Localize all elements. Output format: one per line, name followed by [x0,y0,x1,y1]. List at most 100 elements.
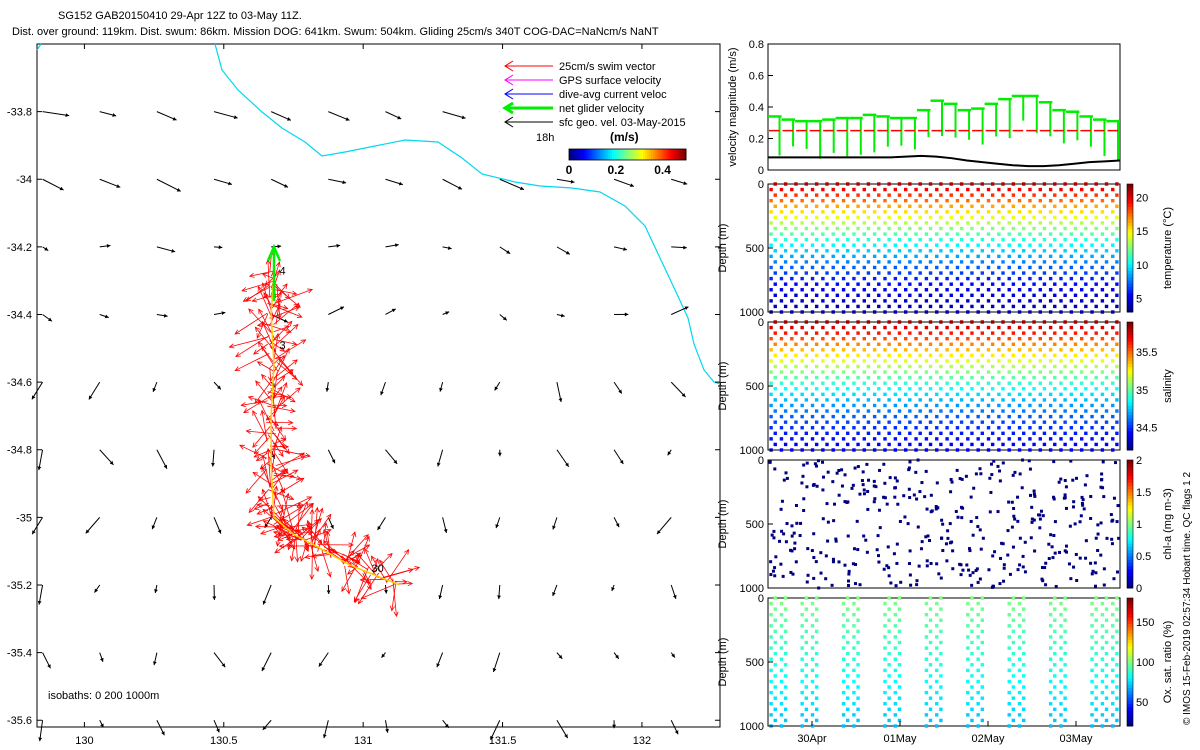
profile-point [980,331,985,335]
profile-point [841,198,846,203]
field-arrow-head [340,306,345,311]
profile-point [790,288,794,292]
profile-point [893,348,898,352]
series-net-velocity [768,94,1120,161]
profile-point [955,392,960,397]
chl-point [950,480,954,484]
profile-point [1007,713,1011,717]
swim-vector [323,522,327,544]
chl-point [970,583,974,587]
profile-point [1063,674,1067,678]
profile-point [804,226,809,231]
field-arrow [671,178,688,185]
field-arrow-head [37,466,42,471]
profile-point [804,685,809,689]
chl-point [840,484,844,488]
profile-point [841,243,846,247]
swim-vector-head [374,557,379,564]
swim-vector [262,273,274,280]
profile-point [897,685,902,689]
swim-vector [385,549,409,583]
profile-point [841,702,846,706]
series-surface-geostrophic [768,154,1121,168]
chl-point [790,524,794,528]
profile-point [908,260,912,264]
profile-point [841,448,846,452]
profile-point [846,182,850,186]
profile-point [887,260,891,264]
profile-point [1011,674,1016,678]
profile-point [928,663,933,667]
profile-point [1063,718,1067,723]
map-axes: 130 130.5 131 131.5 132-33.8-34-34.2-34.4-34… [7,44,720,747]
profile-point [970,431,974,436]
profile-point [928,215,933,220]
profile-point [939,237,943,242]
field-arrow-head [116,184,121,188]
depth-frame [767,321,1121,451]
swim-vector [372,553,393,574]
profile-point [980,663,985,667]
profile-point [924,392,929,397]
chl-point [1117,536,1121,540]
panel-colorbar-cell [1127,251,1133,255]
profile-point [1079,381,1084,385]
profile-point [841,265,846,270]
map-ytick-label: -35 [16,512,32,524]
profile-point [949,398,953,402]
chl-point [960,477,964,481]
profile-point [800,299,804,303]
profile-point [1104,685,1109,689]
profile-point [949,331,953,335]
profile-point [846,237,850,242]
profile-point [887,320,891,324]
profile-point [980,387,985,391]
profile-point [800,288,804,292]
profile-point [914,437,918,441]
chl-point [1018,563,1022,567]
chl-point [815,464,819,468]
profile-point [769,336,773,341]
chl-point [772,529,776,533]
chl-point [877,554,881,558]
profile-point [1104,420,1109,424]
profile-point [841,381,846,385]
profile-point [883,702,887,706]
profile-point [1059,348,1063,352]
profile-point [1063,398,1067,402]
profile-point [1017,448,1022,452]
panel-colorbar-cell [1127,354,1133,358]
chl-point [907,487,911,491]
profile-point [1022,431,1026,436]
swim-vector [287,537,294,550]
profile-point [877,331,881,335]
profile-point [856,596,860,600]
profile-point [949,271,953,275]
vel-ylabel: velocity magnitude (m/s) [727,47,739,166]
profile-point [825,293,829,298]
profile-point [831,232,835,236]
profile-point [866,226,871,231]
panel-colorbar-cell [1127,697,1133,701]
profile-point [783,640,788,645]
panel-colorbar-cell [1127,520,1133,525]
swim-vector-head [281,402,288,409]
field-arrow [31,517,44,535]
profile-point [939,596,943,600]
colorbar-tick-label: 0.4 [654,163,671,177]
panel-colorbar-cell [1127,620,1133,625]
profile-point [1007,668,1011,673]
profile-point [1007,601,1011,606]
profile-point [945,276,949,281]
profile-point [959,398,964,402]
profile-point [1100,265,1105,270]
profile-point [986,414,991,419]
profile-point [800,359,804,363]
profile-point [769,348,773,352]
profile-point [924,646,929,650]
profile-point [821,265,825,270]
chl-point [805,485,809,489]
panel-colorbar-cell [1127,684,1133,689]
profile-point [976,612,980,617]
profile-point [1063,320,1067,324]
